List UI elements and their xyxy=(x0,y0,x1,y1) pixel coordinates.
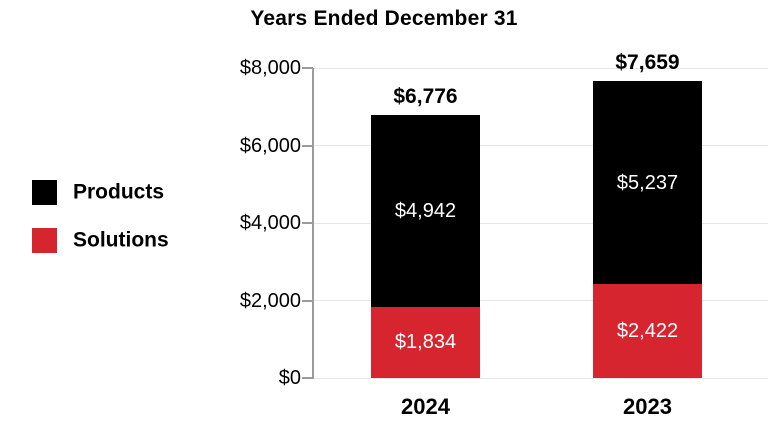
bar-segment-products-2023 xyxy=(593,81,702,285)
gridline xyxy=(313,145,768,146)
bar-value-label: $2,422 xyxy=(616,320,679,343)
y-axis-label: $6,000 xyxy=(239,134,301,157)
gridline xyxy=(313,222,768,224)
y-axis-line xyxy=(312,68,314,379)
bar-value-label: $4,942 xyxy=(394,200,457,223)
products-swatch xyxy=(32,180,57,205)
y-axis-label: $0 xyxy=(278,367,301,389)
y-axis-tick xyxy=(302,144,313,147)
gridline xyxy=(313,67,768,69)
legend-label-solutions: Solutions xyxy=(73,228,169,252)
bar-value-label: $5,237 xyxy=(616,171,679,194)
y-axis-tick xyxy=(302,299,313,302)
y-axis-label: $2,000 xyxy=(239,289,301,312)
bar-segment-products-2024 xyxy=(371,115,480,307)
legend-label-products: Products xyxy=(73,180,165,204)
y-axis-label: $8,000 xyxy=(239,57,301,79)
bar-total-label: $6,776 xyxy=(393,85,458,109)
y-axis-tick xyxy=(302,67,313,69)
gridline xyxy=(313,377,768,379)
y-axis-tick xyxy=(302,222,313,224)
bar-total-label: $7,659 xyxy=(615,51,680,75)
x-axis-label: 2023 xyxy=(623,394,672,419)
bar-segment-solutions-2023 xyxy=(593,284,702,378)
y-axis-label: $4,000 xyxy=(239,212,301,234)
x-axis-label: 2024 xyxy=(401,394,450,419)
y-axis-tick xyxy=(302,377,313,379)
gridline xyxy=(313,300,768,301)
bar-segment-solutions-2024 xyxy=(371,306,480,378)
chart-title: Years Ended December 31 xyxy=(250,7,518,30)
solutions-swatch xyxy=(32,228,57,253)
bar-value-label: $1,834 xyxy=(394,331,457,354)
